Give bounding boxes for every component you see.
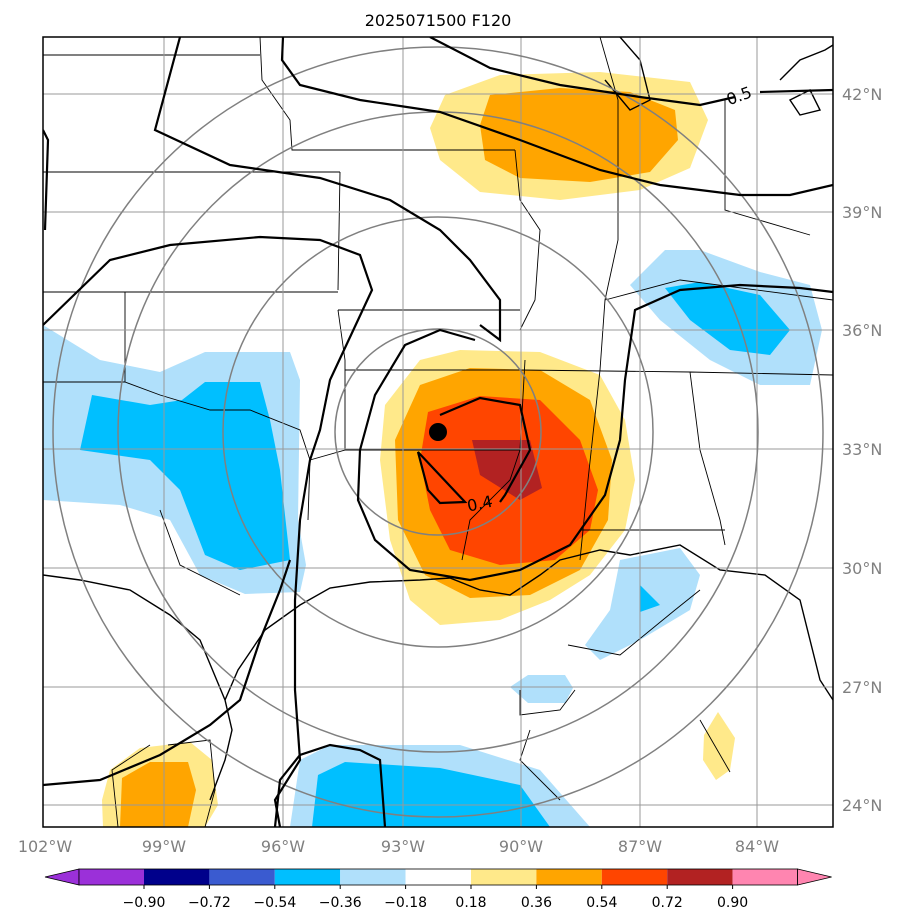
colorbar-extend-high [797, 868, 832, 886]
colorbar-extend-low [44, 868, 80, 886]
state-boundaries [43, 37, 833, 827]
lat-label-33: 33°N [842, 440, 882, 459]
lon-labels: 102°W 99°W 96°W 93°W 90°W 87°W 84°W [18, 837, 779, 856]
map-title: 2025071500 F120 [365, 11, 512, 30]
colorbar-tick-label: −0.36 [319, 895, 362, 911]
boundary-lines-central [309, 309, 833, 561]
colorbar-tick-label: 0.18 [455, 895, 486, 911]
colorbar-tick-label: 0.36 [521, 895, 552, 911]
colorbar-cell [274, 869, 341, 885]
colorbar-cell [471, 869, 537, 885]
mexico-coastline [43, 574, 233, 801]
colorbar-labels: −0.90 −0.72 −0.54 −0.36 −0.18 0.18 0.36 0.54 0.7… [123, 885, 748, 911]
range-ring-4 [52, 46, 824, 818]
colorbar-tick-label: 0.72 [652, 895, 683, 911]
colorbar-cell [144, 869, 210, 885]
colorbar-cell [536, 869, 602, 885]
lat-label-42: 42°N [842, 85, 882, 104]
lon-label-87: 87°W [618, 837, 662, 856]
warm-area-north-inner [480, 88, 678, 182]
contour-northwest-arc [153, 37, 502, 343]
contour-lines [43, 37, 833, 827]
warm-area-southwest-inner [120, 762, 196, 827]
contour-west-inner [43, 559, 292, 787]
lon-label-84: 84°W [735, 837, 779, 856]
lon-label-93: 93°W [381, 837, 425, 856]
range-ring-1 [334, 328, 542, 536]
map-gridlines [43, 37, 833, 827]
colorbar-cell [667, 869, 733, 885]
cool-area-gulf-small [510, 675, 573, 703]
cool-area-gulf-east-core [640, 585, 660, 612]
colorbar-cell [340, 869, 406, 885]
warm-area-central-core [472, 440, 542, 500]
contour-north-band [280, 37, 833, 197]
lat-label-24: 24°N [842, 796, 882, 815]
colorbar-tick-label: −0.72 [188, 895, 231, 911]
contour-west-loop [43, 235, 374, 827]
contour-southcentral [273, 743, 387, 827]
colorbar-tick-label: −0.90 [123, 895, 166, 911]
lat-label-36: 36°N [842, 321, 882, 340]
colorbar-tick-label: 0.90 [717, 895, 748, 911]
map-frame [42, 36, 834, 828]
boundary-lines-gulf [111, 589, 731, 827]
cool-area-northeast-inner [665, 282, 790, 355]
contour-0.5-north [429, 37, 833, 107]
colorbar-cell [405, 869, 471, 885]
colorbar-cell [209, 869, 275, 885]
contour-label-0.4: 0.4 [465, 492, 494, 516]
lon-label-102: 102°W [18, 837, 73, 856]
colorbar-cells [44, 868, 832, 886]
colorbar-tick-label: −0.54 [253, 895, 296, 911]
lat-label-27: 27°N [842, 678, 882, 697]
boundary-lines-north [43, 37, 833, 383]
lat-label-30: 30°N [842, 559, 882, 578]
colorbar-cell [79, 869, 144, 885]
map-area: 0.5 0.4 [43, 37, 833, 827]
colorbar-outline [78, 868, 798, 886]
center-point-marker [429, 423, 447, 441]
cool-area-west-inner [80, 382, 290, 570]
contour-0.4-ring [416, 396, 532, 505]
colorbar-tick-label: −0.18 [384, 895, 427, 911]
contour-west-edge [43, 129, 50, 231]
lat-labels: 24°N 27°N 30°N 33°N 36°N 39°N 42°N [842, 85, 882, 815]
colorbar-tick-label: 0.54 [586, 895, 617, 911]
lon-label-99: 99°W [142, 837, 186, 856]
colorbar-cell [601, 869, 668, 885]
colorbar-cell [732, 869, 798, 885]
great-lakes-outline [604, 37, 833, 116]
lat-label-39: 39°N [842, 203, 882, 222]
range-ring-2 [222, 216, 654, 648]
contour-center-loop [356, 283, 833, 582]
lon-label-96: 96°W [261, 837, 305, 856]
lon-label-90: 90°W [499, 837, 543, 856]
warm-area-east-small [703, 712, 735, 780]
colorbar: −0.90 −0.72 −0.54 −0.36 −0.18 0.18 0.36 0.54 0.7… [44, 868, 832, 911]
